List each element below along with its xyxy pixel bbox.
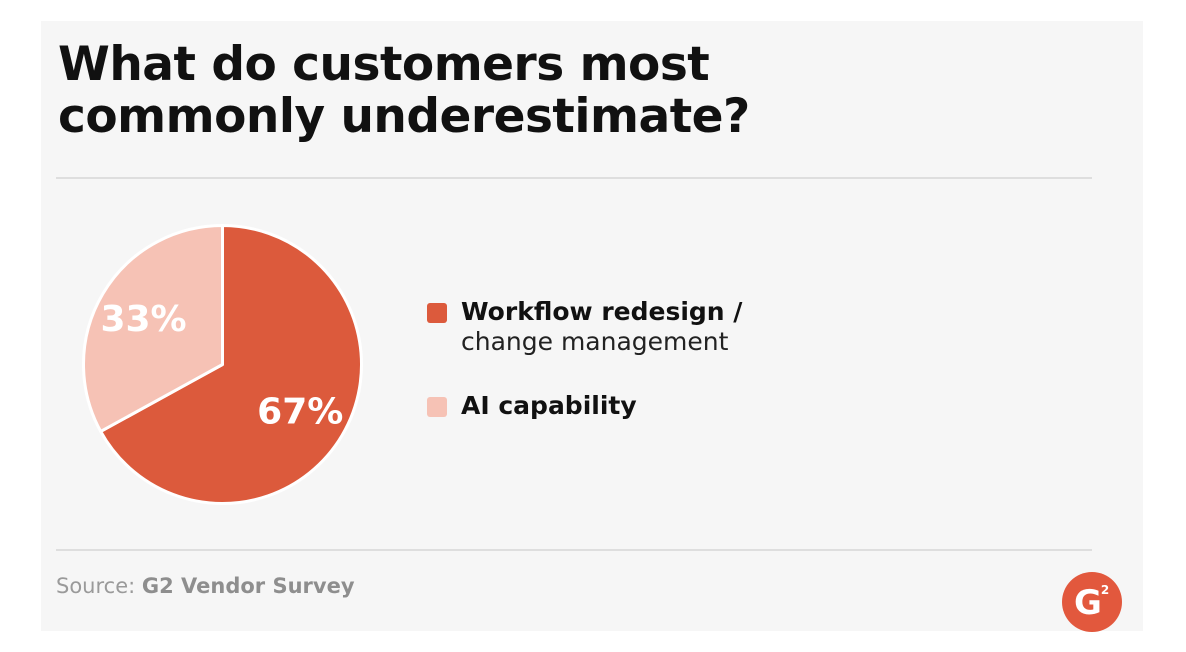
source-note: Source: G2 Vendor Survey xyxy=(56,574,355,598)
pie-slice-ai xyxy=(82,224,224,433)
legend-label-ai: AI capability xyxy=(461,391,637,420)
page-title: What do customers most commonly underest… xyxy=(58,39,958,143)
source-brand: G2 Vendor Survey xyxy=(141,574,355,598)
source-prefix: Source: xyxy=(56,574,142,598)
legend-item-workflow: Workflow redesign / change management xyxy=(427,297,742,357)
top-divider xyxy=(56,177,1092,179)
pie-chart: 67% 33% xyxy=(81,223,364,506)
bottom-divider xyxy=(56,549,1092,551)
legend-item-ai: AI capability xyxy=(427,391,742,421)
pie-chart-svg: 67% 33% xyxy=(82,224,363,505)
infographic-card: What do customers most commonly underest… xyxy=(41,21,1143,632)
logo-circle xyxy=(1062,572,1122,632)
pie-label-workflow: 67% xyxy=(257,391,343,432)
g2-logo-svg: G 2 xyxy=(1062,572,1122,632)
legend-swatch-ai xyxy=(427,397,447,417)
logo-letter: G xyxy=(1074,583,1102,623)
pie-slice-workflow xyxy=(99,224,363,505)
title-line-2: commonly underestimate? xyxy=(58,89,750,144)
legend-swatch-workflow xyxy=(427,303,447,323)
pie-label-ai: 33% xyxy=(100,299,186,340)
legend-label-workflow-line2: change management xyxy=(461,327,729,356)
g2-logo-icon: G 2 xyxy=(1062,572,1122,632)
legend-label-workflow-line1: Workflow redesign / xyxy=(461,297,743,326)
chart-legend: Workflow redesign / change management AI… xyxy=(427,297,742,421)
logo-superscript: 2 xyxy=(1101,583,1109,597)
title-line-1: What do customers most xyxy=(58,37,710,92)
